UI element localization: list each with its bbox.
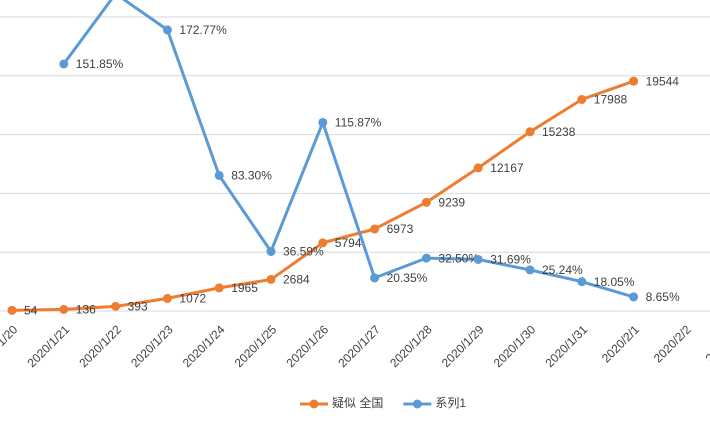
x-tick-label: 2020/1/21 — [25, 322, 73, 370]
data-label: 151.85% — [76, 57, 124, 71]
data-label: 17988 — [594, 93, 628, 107]
data-label: 31.69% — [490, 253, 531, 267]
data-point — [421, 253, 431, 263]
data-label: 6973 — [387, 222, 414, 236]
series-line — [62, 0, 635, 299]
x-tick-label: 2020/1/20 — [0, 322, 21, 370]
data-label: 2684 — [283, 273, 310, 287]
data-label: 8.65% — [646, 290, 680, 304]
x-tick-label: 2020/1/22 — [76, 322, 124, 370]
data-point — [214, 283, 224, 293]
x-tick-label: 2020/1/30 — [491, 322, 539, 370]
data-point — [525, 265, 535, 275]
legend-label: 疑似 全国 — [332, 395, 383, 410]
data-label: 5794 — [335, 236, 362, 250]
data-label: 115.87% — [335, 116, 382, 130]
data-point — [370, 273, 380, 283]
data-point — [266, 246, 276, 256]
x-tick-label: 2020/1/25 — [232, 322, 280, 370]
x-tick-label: 2020/1/27 — [335, 322, 383, 370]
series-line — [11, 79, 635, 312]
data-point — [473, 163, 483, 173]
data-point — [318, 117, 328, 127]
x-tick-label: 2020/1/31 — [543, 322, 591, 370]
data-label: 32.50% — [438, 251, 479, 265]
x-tick-label: 2020/1/29 — [439, 322, 487, 370]
data-point — [525, 127, 535, 137]
x-tick-label: 2020/2/3 — [703, 322, 710, 365]
x-tick-label: 2020/2/1 — [599, 322, 642, 365]
data-label: 136 — [76, 303, 96, 317]
data-point — [629, 76, 639, 86]
data-label: 15238 — [542, 125, 576, 139]
data-label: 12167 — [490, 161, 524, 175]
legend: 疑似 全国 系列1 — [300, 395, 466, 410]
data-point — [162, 25, 172, 35]
data-point — [577, 94, 587, 104]
legend-label: 系列1 — [435, 396, 466, 410]
data-point — [473, 254, 483, 264]
x-tick-label: 2020/1/24 — [180, 322, 228, 370]
data-label: 18.05% — [594, 275, 635, 289]
data-point — [370, 224, 380, 234]
data-point — [629, 292, 639, 302]
data-point — [59, 304, 69, 314]
x-tick-label: 2020/1/23 — [128, 322, 176, 370]
data-point — [214, 170, 224, 180]
data-label: 20.35% — [387, 271, 428, 285]
data-label: 9239 — [438, 196, 465, 210]
data-label: 25.24% — [542, 263, 583, 277]
legend-marker — [309, 399, 319, 409]
x-tick-label: 2020/1/28 — [387, 322, 435, 370]
data-label: 393 — [128, 300, 148, 314]
data-point — [111, 301, 121, 311]
data-point — [266, 274, 276, 284]
data-point — [577, 277, 587, 287]
data-label: 19544 — [646, 74, 680, 88]
data-label: 172.77% — [179, 23, 227, 37]
data-point — [162, 293, 172, 303]
data-label: 36.59% — [283, 245, 324, 259]
data-label: 83.30% — [231, 169, 272, 183]
data-label: 1072 — [179, 292, 206, 306]
x-tick-label: 2020/1/26 — [284, 322, 332, 370]
data-label: 1965 — [231, 281, 258, 295]
legend-marker — [412, 399, 422, 409]
x-tick-label: 2020/2/2 — [651, 322, 694, 365]
data-point — [7, 305, 17, 315]
data-point — [318, 238, 328, 248]
data-point — [59, 59, 69, 69]
data-point — [421, 197, 431, 207]
data-label: 54 — [24, 304, 38, 318]
